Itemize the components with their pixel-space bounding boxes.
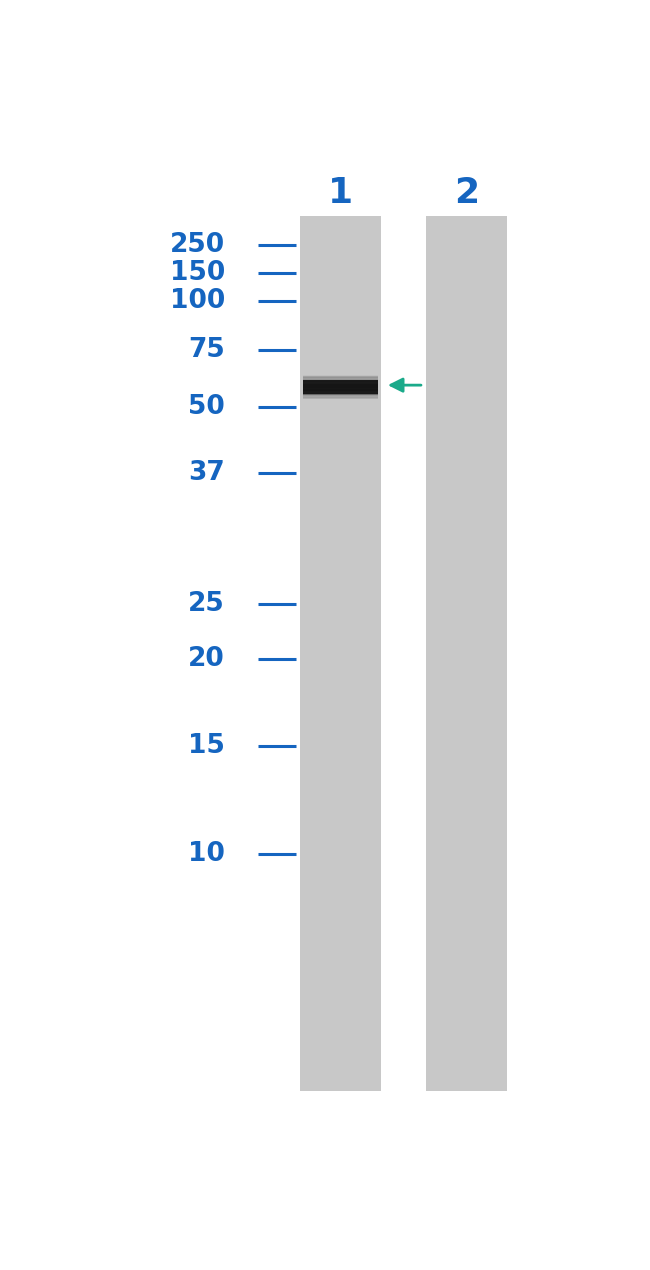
Text: 25: 25 <box>188 592 225 617</box>
Text: 100: 100 <box>170 288 225 314</box>
Text: 15: 15 <box>188 733 225 759</box>
Bar <box>426 216 507 1091</box>
Text: 1: 1 <box>328 177 353 211</box>
Text: 50: 50 <box>188 394 225 419</box>
Text: 150: 150 <box>170 259 225 286</box>
Text: 75: 75 <box>188 337 225 363</box>
Text: 37: 37 <box>188 460 225 486</box>
Text: 250: 250 <box>170 232 225 258</box>
Bar <box>300 216 381 1091</box>
Text: 10: 10 <box>188 841 225 866</box>
Text: 20: 20 <box>188 646 225 672</box>
Text: 2: 2 <box>454 177 479 211</box>
Bar <box>303 380 378 394</box>
